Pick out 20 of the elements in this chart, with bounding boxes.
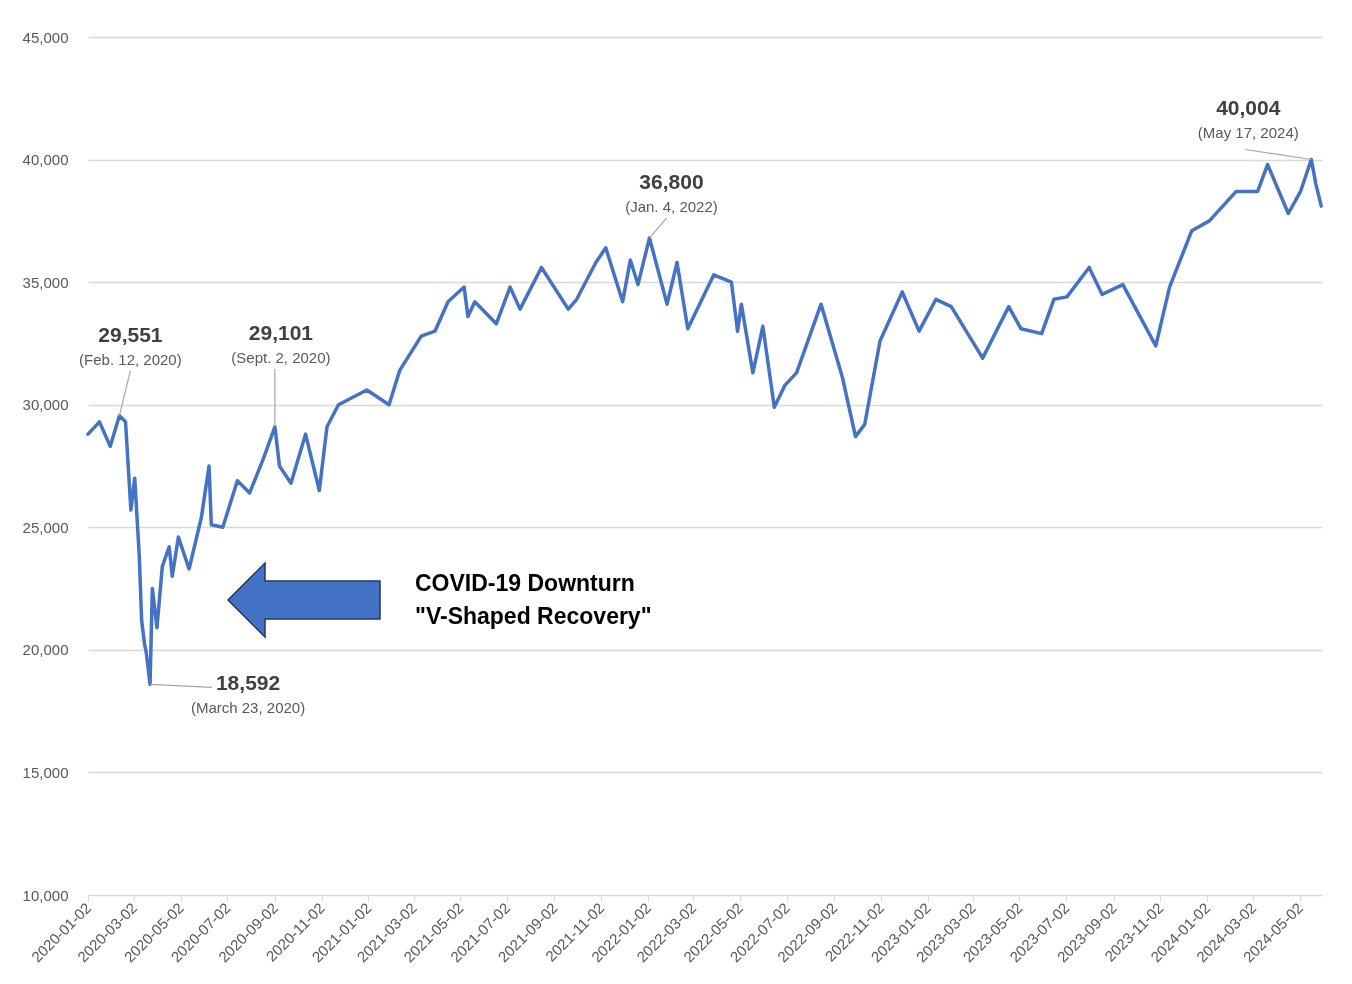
annotation: 18,592 [215, 671, 281, 695]
y-tick-label: 40,000 [22, 151, 69, 169]
annotation: 36,800 [639, 170, 704, 194]
annotation: 29,551 [98, 322, 163, 346]
annotation: (Feb. 12, 2020) [79, 350, 182, 368]
annotation: (Jan. 4, 2022) [625, 198, 718, 216]
annotation: 40,004 [1216, 96, 1281, 120]
annotation: COVID-19 Downturn [415, 570, 635, 596]
y-tick-label: 20,000 [22, 641, 69, 659]
y-tick-label: 10,000 [22, 886, 69, 904]
annotation: (March 23, 2020) [190, 699, 306, 717]
y-tick-label: 25,000 [22, 518, 69, 536]
y-tick-label: 15,000 [22, 763, 69, 781]
annotation: "V-Shaped Recovery" [415, 603, 652, 629]
y-tick-label: 35,000 [22, 273, 69, 291]
y-tick-label: 45,000 [22, 28, 69, 46]
annotation: (Sept. 2, 2020) [231, 348, 331, 366]
y-tick-label: 30,000 [22, 396, 69, 414]
annotation: 29,101 [248, 320, 314, 344]
annotation: (May 17, 2024) [1197, 124, 1299, 142]
